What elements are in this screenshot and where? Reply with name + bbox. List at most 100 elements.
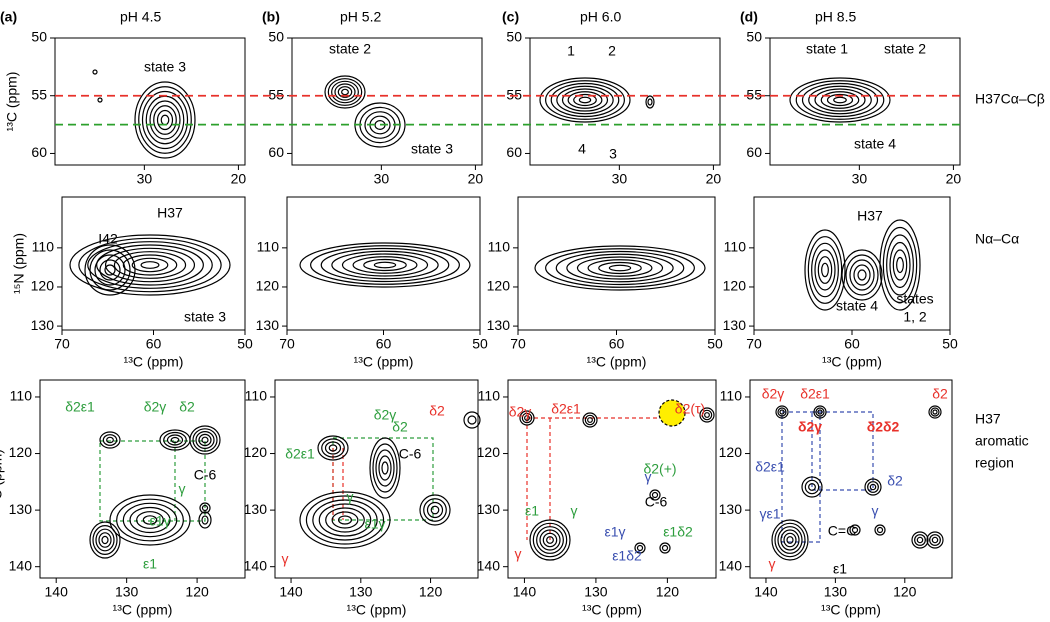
x-tick-label: 130	[115, 584, 139, 600]
contour	[140, 261, 160, 269]
contour	[163, 431, 187, 449]
x-tick-label: 130	[824, 584, 848, 600]
contour	[101, 535, 109, 545]
y-tick-label: 130	[723, 317, 747, 333]
x-tick-label: 20	[231, 171, 247, 187]
contour	[889, 241, 911, 289]
contour	[97, 97, 103, 103]
annotation: C-6	[194, 467, 217, 483]
annotation: γ	[179, 481, 186, 497]
contour	[649, 489, 661, 501]
contour	[153, 105, 177, 135]
contour	[327, 78, 363, 106]
contour	[661, 544, 669, 552]
x-tick-label: 50	[942, 336, 958, 352]
contour	[99, 259, 121, 281]
contour	[325, 507, 365, 533]
contour	[198, 511, 212, 529]
contour	[109, 494, 191, 546]
y-tick-label: 50	[746, 29, 762, 45]
contour	[331, 250, 439, 280]
contour	[104, 264, 116, 276]
x-tick-label: 140	[513, 584, 537, 600]
plot-frame	[291, 37, 483, 166]
annotation: γ	[645, 469, 652, 485]
contour	[659, 542, 671, 554]
contour	[786, 536, 794, 544]
y-tick-label: 50	[31, 29, 47, 45]
contour	[372, 443, 398, 493]
contour	[381, 461, 389, 475]
annotation: state 1	[806, 41, 848, 57]
annotation: δ2ε1	[800, 386, 830, 402]
annotation: δ2ε1	[65, 399, 95, 415]
annotation: δ2γ	[509, 404, 532, 420]
contour	[337, 515, 353, 525]
contour	[556, 85, 614, 115]
contour	[341, 88, 349, 96]
contour	[566, 253, 674, 283]
x-tick-label: 120	[185, 584, 209, 600]
contour	[555, 250, 685, 286]
contour	[826, 93, 854, 107]
annotation: δ2ε1	[551, 401, 581, 417]
y-tick-label: 60	[506, 144, 522, 160]
annotation: 2	[608, 43, 616, 59]
panel-letter: (a)	[0, 9, 17, 25]
assignment-box	[99, 440, 206, 522]
contour	[550, 82, 620, 118]
x-tick-label: 60	[609, 336, 625, 352]
contour	[841, 249, 883, 301]
contour	[95, 528, 115, 552]
y-tick-label: 120	[719, 444, 743, 460]
contour	[699, 407, 715, 423]
annotation: ε1γ	[149, 513, 170, 529]
contour	[853, 264, 871, 286]
annotation: ε1γ	[364, 516, 385, 532]
annotation: H37	[157, 205, 183, 221]
annotation: δ2	[887, 473, 903, 489]
y-tick-label: 120	[31, 278, 55, 294]
contour	[156, 109, 174, 131]
contour	[869, 483, 877, 491]
x-tick-label: 130	[584, 584, 608, 600]
annotation: γ	[769, 556, 776, 572]
y-tick-label: 110	[720, 388, 743, 404]
row-label: Nα–Cα	[975, 231, 1019, 247]
contour	[524, 415, 530, 421]
contour	[113, 251, 187, 279]
contour	[321, 438, 345, 458]
contour	[542, 532, 558, 548]
y-tick-label: 140	[477, 557, 501, 573]
contour	[651, 491, 659, 499]
contour	[99, 431, 121, 449]
contour	[299, 242, 471, 288]
contour	[892, 249, 908, 281]
contour	[166, 434, 184, 446]
y-tick-label: 55	[746, 86, 762, 102]
contour	[375, 449, 395, 487]
annotation: state 2	[884, 41, 926, 57]
highlight	[658, 399, 686, 427]
x-tick-label: 50	[707, 336, 723, 352]
contour	[536, 526, 564, 554]
annotation: γ	[282, 551, 289, 567]
contour	[814, 249, 836, 291]
contour	[578, 96, 592, 104]
x-tick-label: 60	[376, 336, 392, 352]
plot-frame	[769, 37, 961, 166]
annotation: C=C	[828, 523, 856, 539]
annotation: state 3	[411, 141, 453, 157]
contour	[129, 506, 171, 534]
x-tick-label: 50	[237, 336, 253, 352]
plot-frame	[529, 37, 721, 166]
contour	[775, 405, 789, 419]
annotation: γ	[347, 489, 354, 505]
contour	[780, 529, 800, 551]
annotation: 1	[567, 43, 575, 59]
annotation: I42	[98, 231, 118, 247]
contour	[201, 436, 209, 444]
contour	[317, 435, 349, 461]
annotation: δ2γ	[798, 419, 822, 435]
contour	[914, 534, 926, 546]
